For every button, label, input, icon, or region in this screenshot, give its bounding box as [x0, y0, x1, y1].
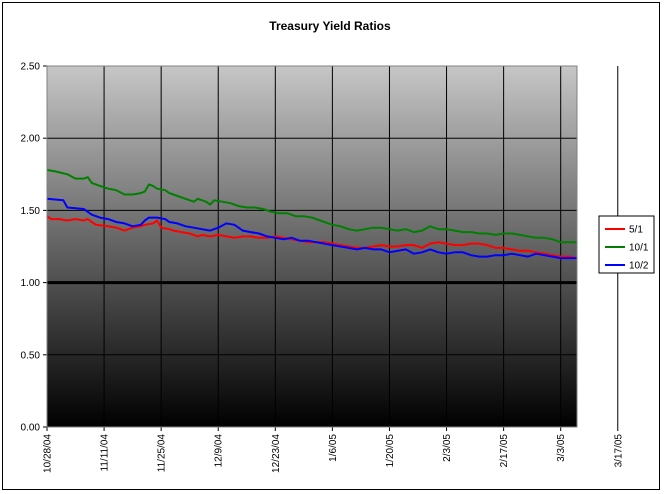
y-tick-label: 2.50 [21, 62, 41, 73]
legend: 5/1 10/1 10/2 [598, 215, 655, 274]
x-tick-label: 11/11/04 [100, 434, 111, 472]
series-line-10-2 [46, 197, 577, 260]
y-tick-label: 1.50 [21, 206, 41, 217]
legend-label: 10/2 [629, 261, 649, 272]
plot-area [47, 66, 577, 427]
x-tick-label: 12/9/04 [214, 434, 225, 468]
x-tick-label: 12/23/04 [271, 434, 282, 473]
x-tick-label: 1/6/05 [328, 434, 339, 462]
series-line-10-1 [46, 169, 577, 244]
legend-label: 10/1 [629, 243, 649, 254]
y-tick-label: 1.00 [21, 278, 41, 289]
x-tick-label: 3/17/05 [613, 434, 624, 468]
plot-border [46, 65, 578, 428]
x-tick-label: 11/25/04 [157, 434, 168, 473]
legend-box [598, 215, 655, 274]
x-tick-label: 2/17/05 [499, 434, 510, 468]
legend-label: 5/1 [629, 225, 643, 236]
axes: 0.00 0.50 1.00 1.50 2.00 2.50 10/28/04 11/11/04… [21, 62, 625, 473]
y-tick-label: 0.50 [21, 350, 41, 361]
x-tick-label: 2/3/05 [442, 434, 453, 462]
x-tick-label: 3/3/05 [556, 434, 567, 462]
x-tick-label: 10/28/04 [43, 434, 54, 473]
x-tick-label: 1/20/05 [385, 434, 396, 468]
y-tick-label: 2.00 [21, 134, 41, 145]
series-lines [46, 169, 578, 260]
chart-title: Treasury Yield Ratios [269, 19, 391, 33]
y-tick-label: 0.00 [21, 423, 41, 434]
